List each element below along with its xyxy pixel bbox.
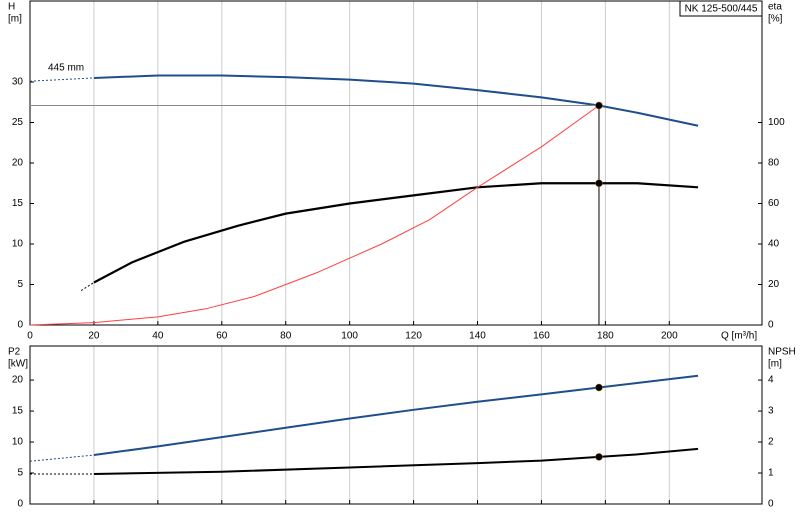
- y2-axis-label: eta: [768, 2, 782, 13]
- y-tick-label: 15: [12, 406, 24, 417]
- plot-frame: [29, 0, 763, 326]
- y2-tick-label: 0: [768, 499, 774, 510]
- y-tick-label: 30: [12, 77, 24, 88]
- y2-tick-label: 1: [768, 468, 774, 479]
- y-tick-label: 25: [12, 117, 24, 128]
- curve-extension: [29, 77, 94, 82]
- chart-title: NK 125-500/445: [685, 4, 758, 15]
- x-tick-label: 120: [405, 331, 422, 342]
- x-tick-label: 0: [27, 331, 33, 342]
- y2-tick-label: 40: [768, 239, 780, 250]
- y-tick-label: 10: [12, 239, 24, 250]
- y2-tick-label: 100: [768, 117, 785, 128]
- y-axis-unit: [kW]: [8, 359, 28, 370]
- x-tick-label: 160: [533, 331, 550, 342]
- y-tick-label: 5: [17, 279, 23, 290]
- y-axis-unit: [m]: [8, 14, 22, 25]
- curve-annotation: 445 mm: [48, 63, 84, 74]
- duty-point: [595, 383, 603, 392]
- y2-tick-label: 20: [768, 279, 780, 290]
- y-tick-label: 20: [12, 375, 24, 386]
- title-box: [679, 0, 763, 17]
- duty-point: [595, 101, 603, 110]
- y2-tick-label: 0: [768, 320, 774, 331]
- x-tick-label: 200: [661, 331, 678, 342]
- y2-tick-label: 2: [768, 437, 774, 448]
- y-tick-label: 20: [12, 158, 24, 169]
- curve: [93, 182, 699, 284]
- duty-point: [595, 453, 603, 461]
- y2-tick-label: 80: [768, 158, 780, 169]
- y-tick-label: 15: [12, 198, 24, 209]
- x-tick-label: 140: [469, 331, 486, 342]
- y-tick-label: 5: [17, 468, 23, 479]
- curve: [93, 447, 699, 475]
- curve-extension: [29, 454, 94, 462]
- x-axis-label: Q [m³/h]: [721, 331, 757, 342]
- y2-axis-unit: [m]: [768, 359, 782, 370]
- curve: [93, 374, 699, 457]
- x-tick-label: 20: [88, 331, 100, 342]
- y2-tick-label: 4: [768, 375, 774, 386]
- y-tick-label: 10: [12, 437, 24, 448]
- duty-point: [595, 179, 603, 187]
- x-tick-label: 40: [152, 331, 164, 342]
- y2-tick-label: 60: [768, 198, 780, 209]
- x-tick-label: 180: [597, 331, 614, 342]
- x-tick-label: 80: [280, 331, 292, 342]
- x-tick-label: 100: [341, 331, 358, 342]
- curve: [93, 74, 699, 127]
- y-axis-label: H: [8, 2, 15, 13]
- curve-extension: [80, 282, 95, 291]
- y2-axis-label: NPSH: [768, 347, 796, 358]
- x-tick-label: 60: [216, 331, 228, 342]
- y2-axis-unit: [%]: [768, 14, 783, 25]
- y-tick-label: 0: [17, 499, 23, 510]
- plot-frame: [29, 345, 763, 505]
- y-tick-label: 0: [17, 320, 23, 331]
- y-axis-label: P2: [8, 347, 21, 358]
- curve: [29, 105, 600, 326]
- y2-tick-label: 3: [768, 406, 774, 417]
